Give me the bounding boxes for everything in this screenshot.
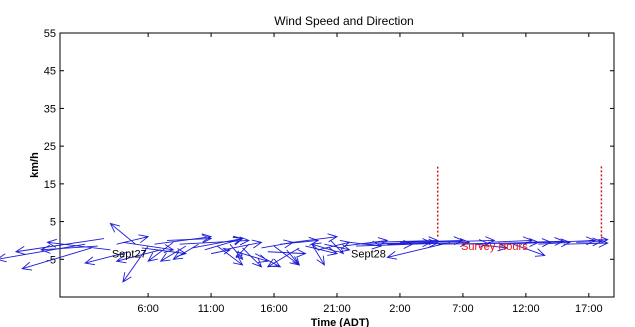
wind-arrow — [399, 236, 465, 246]
y-tick-label: 15 — [44, 179, 56, 191]
wind-arrow — [525, 236, 565, 246]
annotation-label: Sept27 — [112, 248, 147, 260]
y-tick-label: 55 — [44, 28, 56, 40]
wind-arrow — [21, 247, 92, 271]
wind-arrow — [292, 233, 339, 243]
wind-arrow — [236, 251, 269, 263]
wind-arrow — [286, 249, 300, 266]
x-tick-label: 21:00 — [323, 303, 351, 315]
x-tick-label: 12:00 — [512, 303, 540, 315]
x-tick-label: 11:00 — [198, 303, 225, 315]
wind-arrow — [538, 238, 572, 248]
wind-arrow — [242, 247, 263, 268]
wind-arrow — [305, 245, 339, 256]
wind-arrow — [513, 243, 546, 257]
x-axis-label: Time (ADT) — [311, 317, 370, 327]
annotation-label: Sept28 — [351, 248, 386, 260]
wind-arrow — [14, 238, 105, 255]
wind-arrow — [179, 236, 250, 246]
wind-arrow — [386, 241, 451, 260]
wind-arrow — [217, 245, 244, 266]
wind-arrow — [109, 222, 136, 245]
wind-arrow — [167, 234, 213, 244]
wind-arrow — [412, 238, 471, 248]
y-tick-label: 45 — [44, 66, 56, 78]
wind-arrow — [267, 248, 307, 258]
wind-arrow — [563, 238, 609, 248]
wind-arrow — [122, 245, 149, 283]
wind-arrow — [235, 243, 250, 259]
x-tick-label: 17:00 — [575, 303, 603, 315]
wind-arrow — [147, 241, 174, 262]
y-axis-label: km/h — [29, 152, 41, 178]
x-tick-label: 6:00 — [137, 303, 158, 315]
wind-arrow — [310, 242, 338, 253]
y-tick-label: 5 — [50, 217, 56, 229]
wind-arrow — [330, 240, 345, 255]
annotation-label: Survey Hours — [461, 241, 528, 253]
wind-arrow — [154, 233, 213, 245]
wind-arrow — [0, 243, 86, 263]
wind-arrow — [311, 243, 325, 266]
wind-arrow — [223, 239, 263, 251]
x-tick-label: 7:00 — [452, 303, 473, 315]
wind-arrow — [204, 236, 244, 251]
chart-title: Wind Speed and Direction — [274, 14, 413, 28]
wind-arrow — [500, 238, 553, 248]
wind-arrow — [84, 251, 130, 266]
wind-arrow — [172, 243, 199, 260]
x-tick-label: 2:00 — [389, 303, 410, 315]
y-tick-label: 35 — [44, 103, 56, 115]
wind-arrow — [116, 234, 150, 245]
wind-arrow — [46, 238, 111, 251]
y-tick-label: 25 — [44, 141, 56, 153]
wind-arrow — [588, 236, 609, 244]
wind-arrow — [266, 247, 300, 268]
wind-arrow — [115, 249, 161, 264]
x-tick-label: 16:00 — [260, 303, 288, 315]
wind-arrow — [576, 237, 603, 247]
wind-arrow — [159, 245, 187, 262]
